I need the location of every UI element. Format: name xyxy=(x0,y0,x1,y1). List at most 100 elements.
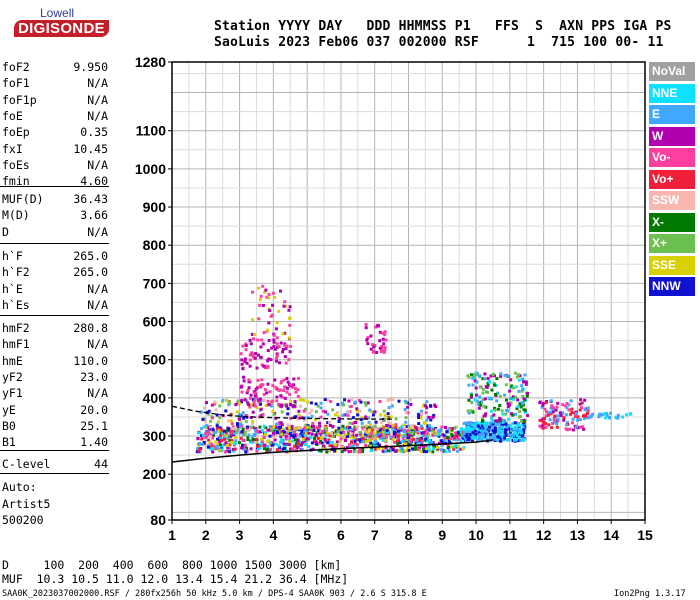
echo-point xyxy=(248,353,252,357)
echo-point xyxy=(506,405,510,409)
echo-point xyxy=(284,434,288,438)
echo-point xyxy=(442,439,446,443)
echo-point xyxy=(283,343,287,347)
echo-point xyxy=(403,449,407,453)
echo-point xyxy=(270,346,274,350)
echo-point xyxy=(388,449,392,453)
echo-point xyxy=(469,409,473,413)
echo-point xyxy=(275,336,279,340)
echo-point xyxy=(471,431,475,435)
param-row: hmF2 280.8 xyxy=(2,321,108,337)
echo-point xyxy=(400,440,404,443)
echo-point xyxy=(310,427,314,431)
echo-point xyxy=(516,423,520,427)
echo-point xyxy=(209,419,213,423)
echo-point xyxy=(212,402,216,406)
echo-point xyxy=(267,321,271,325)
echo-point xyxy=(250,425,254,429)
echo-point xyxy=(277,403,281,406)
echo-point xyxy=(210,442,214,446)
echo-point xyxy=(282,378,286,382)
echo-point xyxy=(493,408,497,412)
echo-point xyxy=(385,429,389,432)
param-name: B0 xyxy=(2,418,16,433)
echo-point xyxy=(277,309,281,313)
echo-point xyxy=(270,429,274,432)
echo-point xyxy=(475,380,479,384)
param-name: B1 xyxy=(2,435,16,450)
echo-point xyxy=(571,417,575,421)
echo-point xyxy=(257,447,260,451)
echo-point xyxy=(279,421,283,425)
echo-point xyxy=(240,430,244,433)
echo-point xyxy=(289,399,293,403)
param-row: foEp 0.35 xyxy=(2,125,108,141)
echo-point xyxy=(218,416,222,420)
echo-point xyxy=(281,449,285,453)
param-name: foEp xyxy=(2,125,30,140)
echo-point xyxy=(349,405,353,408)
echo-point xyxy=(396,439,399,443)
footer-file-info: SAA0K_2023037002000.RSF / 280fx256h 50 k… xyxy=(2,589,427,599)
echo-point xyxy=(475,425,479,429)
param-name: D xyxy=(2,224,9,239)
echo-point xyxy=(325,433,329,437)
echo-point xyxy=(281,441,285,445)
echo-point xyxy=(267,439,271,443)
echo-point xyxy=(498,439,502,443)
echo-point xyxy=(472,422,476,426)
echo-point xyxy=(381,430,385,434)
echo-point xyxy=(432,431,436,435)
echo-point xyxy=(486,376,490,380)
echo-point xyxy=(454,443,458,447)
echo-point xyxy=(258,303,262,307)
echo-point xyxy=(346,409,350,413)
echo-point xyxy=(289,434,293,437)
echo-point xyxy=(281,438,285,442)
echo-point xyxy=(290,425,294,428)
echo-point xyxy=(513,438,516,442)
echo-point xyxy=(333,443,337,447)
echo-point xyxy=(280,380,284,384)
echo-point xyxy=(400,450,404,454)
echo-point xyxy=(208,441,212,445)
echo-point xyxy=(226,445,230,449)
echo-point xyxy=(383,333,387,337)
echo-point xyxy=(323,410,327,414)
echo-point xyxy=(368,428,372,432)
echo-point xyxy=(551,408,555,412)
autoscale-program: Artist5 xyxy=(2,497,51,511)
echo-point xyxy=(420,424,424,428)
echo-point xyxy=(517,415,521,419)
echo-point xyxy=(223,434,227,438)
echo-point xyxy=(409,440,412,444)
echo-point xyxy=(207,409,211,413)
echo-point xyxy=(522,428,526,432)
echo-point xyxy=(351,444,355,448)
echo-point xyxy=(333,449,336,453)
echo-point xyxy=(538,424,542,428)
echo-point xyxy=(265,391,269,395)
echo-point xyxy=(251,410,255,414)
echo-point xyxy=(382,342,386,346)
echo-point xyxy=(452,436,456,440)
echo-point xyxy=(512,427,516,430)
echo-point xyxy=(470,436,474,440)
echo-point xyxy=(425,418,429,422)
echo-point xyxy=(454,434,458,438)
x-tick-label: 9 xyxy=(438,527,446,543)
echo-point xyxy=(280,438,283,442)
echo-point xyxy=(247,380,251,384)
echo-point xyxy=(377,427,381,430)
echo-point xyxy=(267,403,271,407)
x-tick-label: 2 xyxy=(202,527,210,543)
echo-point xyxy=(417,422,421,425)
echo-point xyxy=(397,426,400,430)
echo-point xyxy=(375,351,379,354)
echo-point xyxy=(364,432,368,436)
echo-point xyxy=(508,433,512,436)
echo-point xyxy=(339,428,343,432)
echo-point xyxy=(505,425,509,429)
echo-point xyxy=(259,294,263,298)
echo-point xyxy=(223,450,227,454)
